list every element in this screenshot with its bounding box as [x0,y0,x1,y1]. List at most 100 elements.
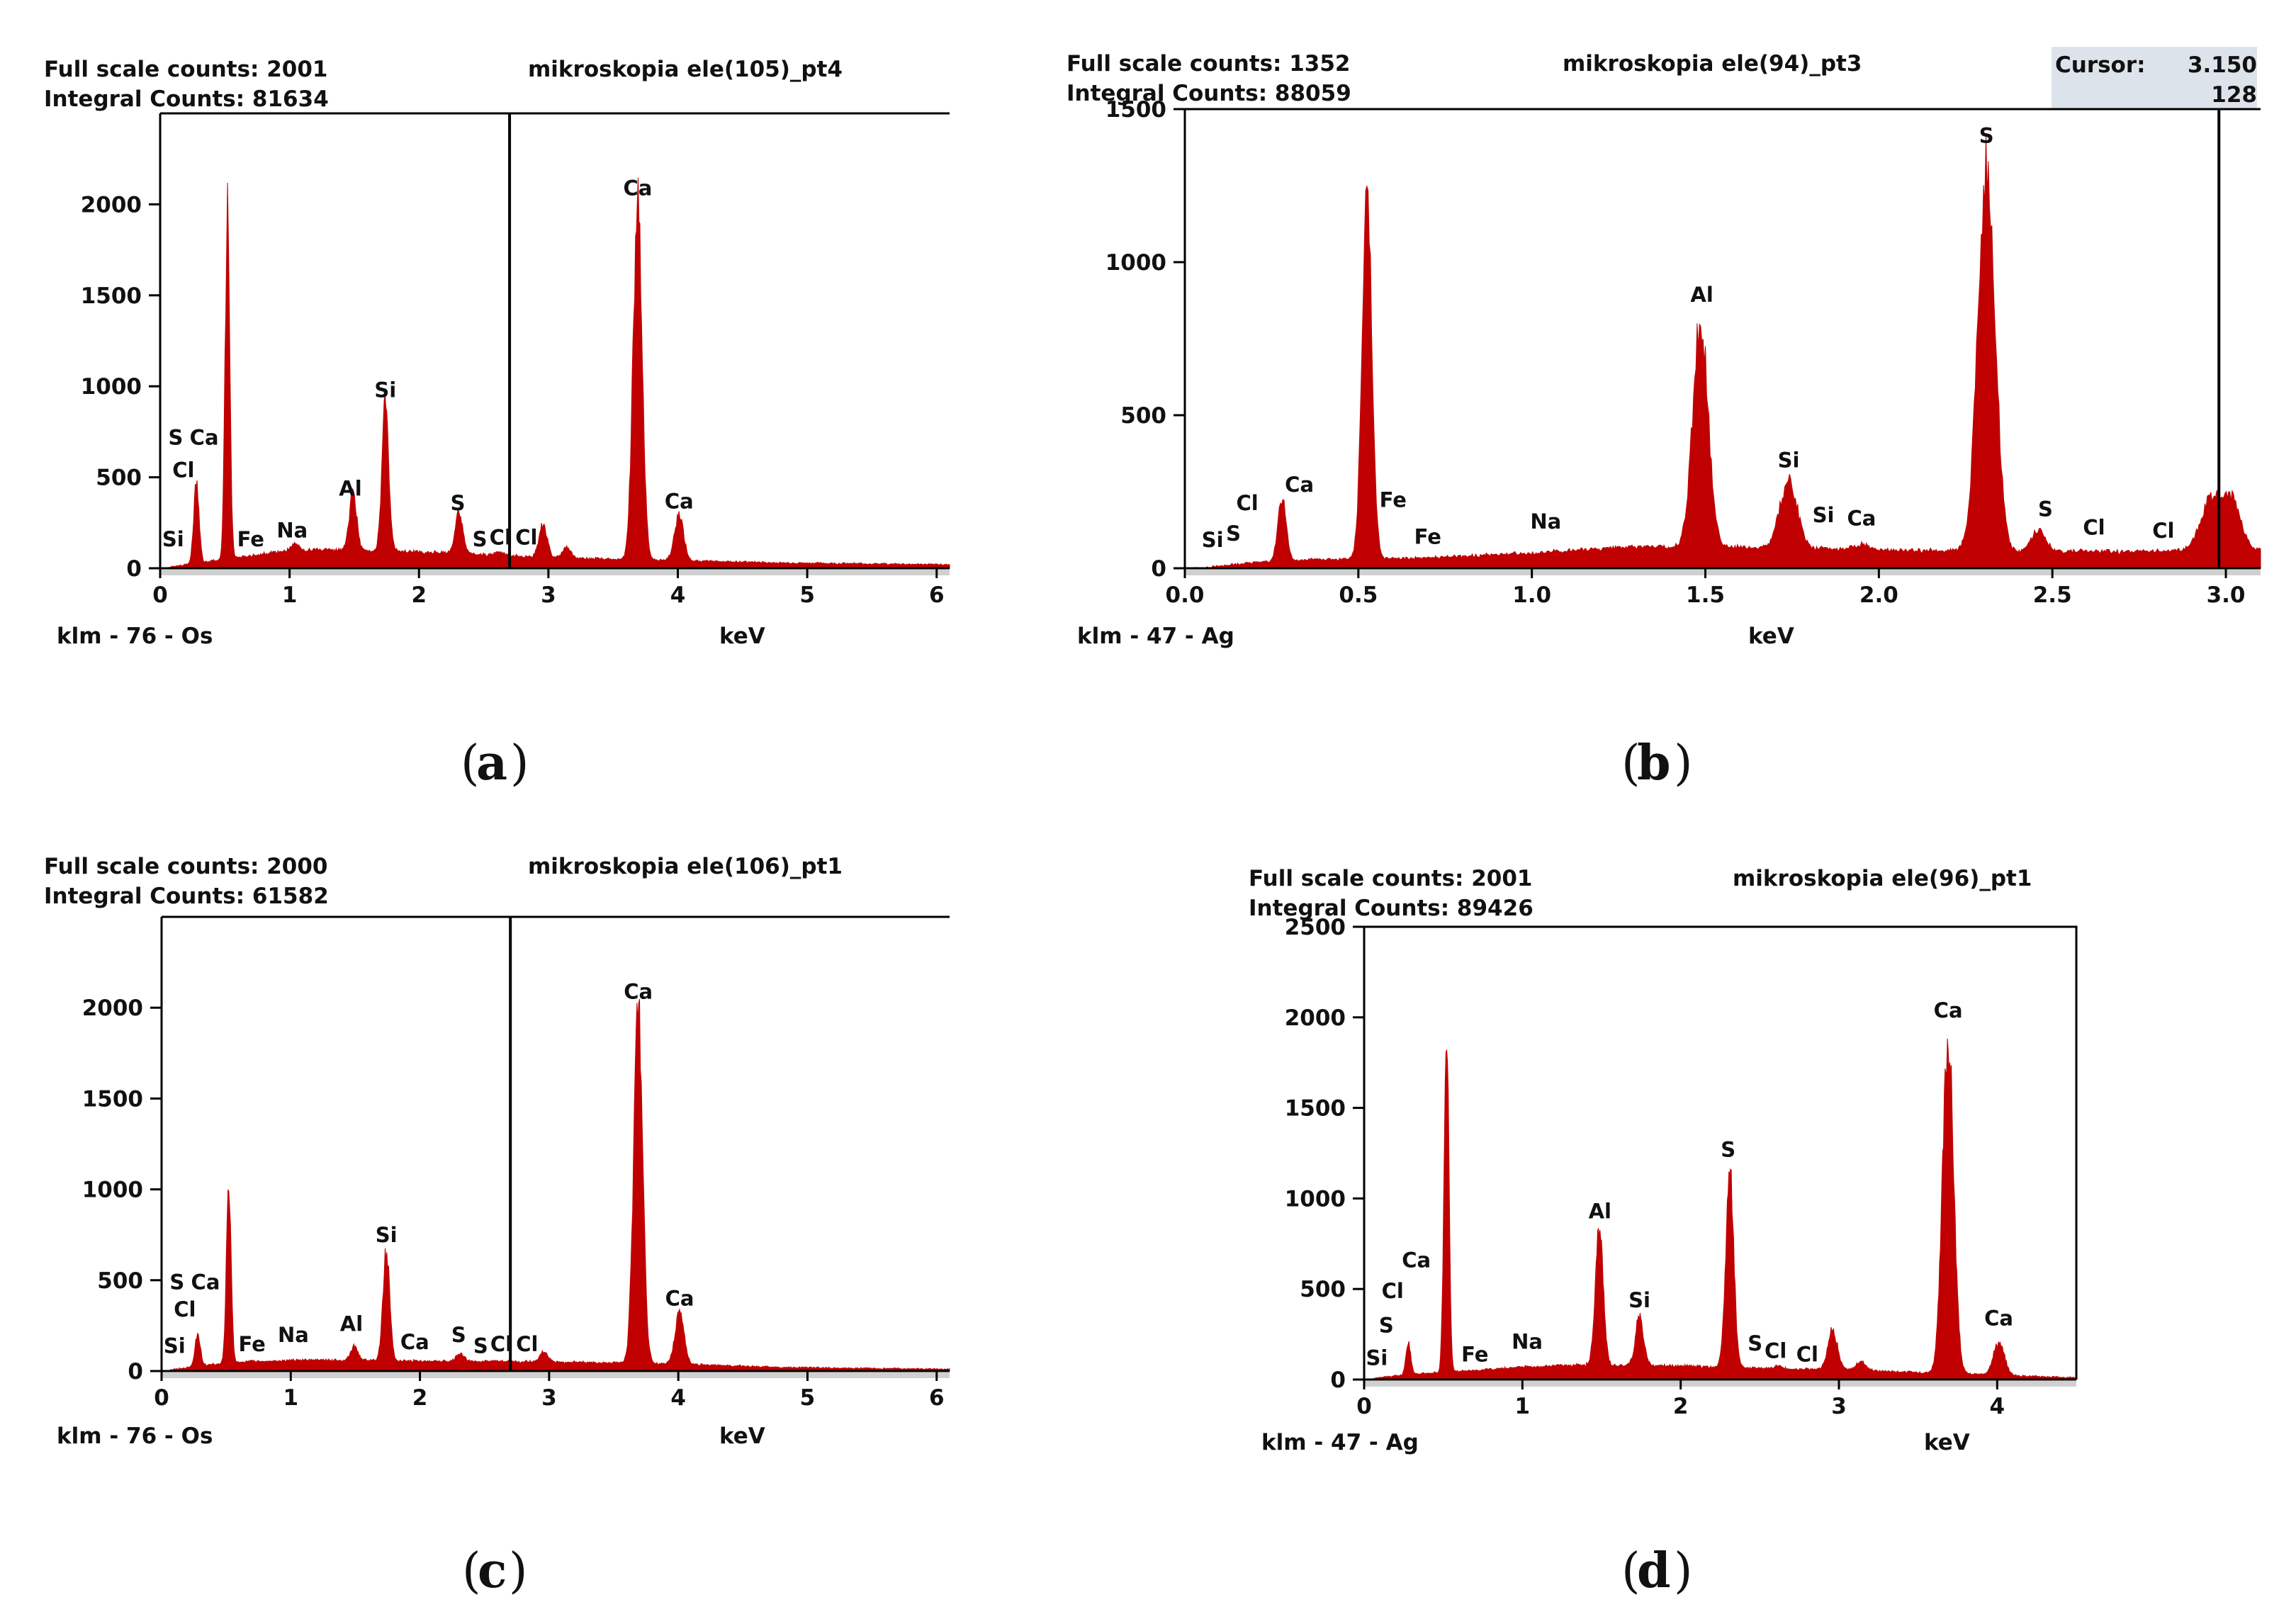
panel-a-caption: ( a ) [461,735,529,791]
panel-d-x-tick-label: 4 [1990,1394,2005,1419]
panel-d-peak-label: Cl [1765,1338,1786,1363]
panel-b-x-tick-label: 0.0 [1166,582,1205,608]
panel-a-x-tick-label: 6 [929,582,945,608]
panel-a-y-tick-label: 2000 [81,192,142,218]
panel-b-caption: ( b ) [1621,735,1693,791]
panel-c-x-tick-label: 2 [412,1385,428,1411]
panel-a-peak-label: Ca [665,489,694,513]
panel-a-peak-label: S [451,491,466,515]
panel-b: Full scale counts: 1352 Integral Counts:… [1067,47,2261,791]
panel-d-xlabel: keV [1924,1430,1970,1455]
panel-a-x-axis-shadow [160,570,950,575]
panel-a-y-tick-label: 1000 [81,374,142,400]
panel-b-peak-label: Cl [2083,515,2105,539]
panel-d-peak-label: Al [1589,1200,1611,1224]
panel-b-peak-label: Fe [1414,524,1441,548]
panel-a-title: mikroskopia ele(105)_pt4 [528,57,843,82]
panel-d-peak-label: S [1379,1314,1394,1338]
panel-c-footer: klm - 76 - Os [57,1423,213,1449]
panel-b-integral-counts: Integral Counts: 88059 [1067,81,1351,106]
panel-d-peak-label: Cl [1382,1279,1404,1303]
panel-b-cursor-value: 3.150 [2188,52,2257,78]
panel-c: Full scale counts: 2000 Integral Counts:… [44,854,950,1599]
panel-b-full-scale-counts: Full scale counts: 1352 [1067,51,1351,77]
panel-d-y-tick-label: 1500 [1285,1096,1346,1122]
panel-d-x-axis-shadow [1364,1381,2076,1387]
panel-c-peak-label: Al [340,1312,363,1336]
panel-a-peak-label: Si [162,527,184,551]
panel-c-peak-label: S [169,1270,184,1295]
svg-text:): ) [510,735,529,791]
panel-b-peak-label: Al [1690,283,1713,307]
panel-a-y-tick-label: 0 [126,556,142,582]
panel-c-peak-label: S [473,1333,488,1358]
panel-a-x-tick-label: 2 [411,582,427,608]
panel-c-x-tick-label: 4 [670,1385,686,1411]
panel-a-peak-label: Cl [515,526,537,550]
panel-c-y-tick-label: 1000 [82,1178,143,1203]
panel-d-title: mikroskopia ele(96)_pt1 [1733,866,2032,891]
panel-d-peak-label: Fe [1461,1342,1488,1366]
panel-b-y-tick-label: 500 [1120,403,1166,429]
panel-c-x-axis-shadow [162,1372,950,1378]
panel-c-peak-label: Si [164,1333,186,1358]
svg-text:(: ( [461,735,480,791]
panel-b-peak-label: Ca [1847,507,1876,531]
panel-d-caption-letter: d [1637,1543,1671,1599]
panel-b-y-tick-label: 0 [1151,556,1166,582]
panel-b-x-tick-label: 1.5 [1686,582,1725,608]
svg-text:): ) [1674,1543,1693,1599]
panel-b-y-tick-label: 1000 [1105,250,1166,276]
panel-b-peak-label: S [2038,497,2053,521]
panel-a-xlabel: keV [719,624,765,649]
panel-b-peak-label: Si [1813,503,1835,527]
panel-b-cursor-label: Cursor: [2055,52,2146,78]
panel-c-peak-label: Cl [490,1332,512,1356]
panel-a-peak-label: Fe [237,527,264,551]
panel-c-y-tick-label: 2000 [82,996,143,1021]
panel-d-x-tick-label: 2 [1673,1394,1689,1419]
panel-b-peak-label: S [1226,521,1241,546]
panel-c-peak-label: Cl [516,1332,538,1356]
panel-c-peak-label: S [451,1323,466,1347]
panel-d-x-tick-label: 0 [1356,1394,1372,1419]
panel-b-peak-label: S [1979,124,1994,148]
panel-a-caption-letter: a [476,735,507,791]
svg-text:): ) [509,1543,528,1599]
panel-a-integral-counts: Integral Counts: 81634 [44,86,329,112]
panel-a-peak-label: S [168,425,183,449]
panel-a-peak-label: S [473,527,488,551]
panel-c-peak-label: Ca [665,1287,694,1311]
panel-a-y-tick-label: 500 [96,466,142,491]
panel-a-peak-label: Al [339,476,361,500]
panel-d-caption: ( d ) [1621,1543,1693,1599]
panel-b-peak-label: Si [1778,448,1800,472]
panel-c-peak-label: Ca [191,1270,220,1295]
panel-c-peak-label: Ca [624,979,653,1003]
panel-c-peak-label: Ca [400,1330,429,1354]
panel-a-spectrum [167,177,950,569]
panel-d-peak-label: Ca [1934,998,1963,1022]
svg-text:(: ( [1621,1543,1641,1599]
panel-b-peak-label: Na [1530,509,1561,534]
panel-b-cursor-box [2052,47,2257,109]
panel-a-peak-label: Ca [623,176,652,201]
panel-c-x-tick-label: 0 [154,1385,169,1411]
panel-c-x-tick-label: 3 [541,1385,557,1411]
panel-b-caption-letter: b [1637,735,1671,791]
panel-d-y-tick-label: 2500 [1285,915,1346,940]
panel-a-x-tick-label: 4 [670,582,686,608]
panel-b-footer: klm - 47 - Ag [1077,624,1234,649]
panel-d-peak-label: Cl [1796,1342,1818,1366]
panel-d-peak-label: S [1748,1331,1762,1355]
panel-a-peak-label: Cl [172,458,194,483]
panel-c-y-tick-label: 1500 [82,1086,143,1112]
panel-d-y-tick-label: 2000 [1285,1005,1346,1031]
panel-c-peak-label: Na [278,1323,309,1347]
panel-a-footer: klm - 76 - Os [57,624,213,649]
panel-b-title: mikroskopia ele(94)_pt3 [1563,51,1862,77]
panel-a-x-tick-label: 5 [799,582,815,608]
panel-a: Full scale counts: 2001 Integral Counts:… [44,57,950,791]
